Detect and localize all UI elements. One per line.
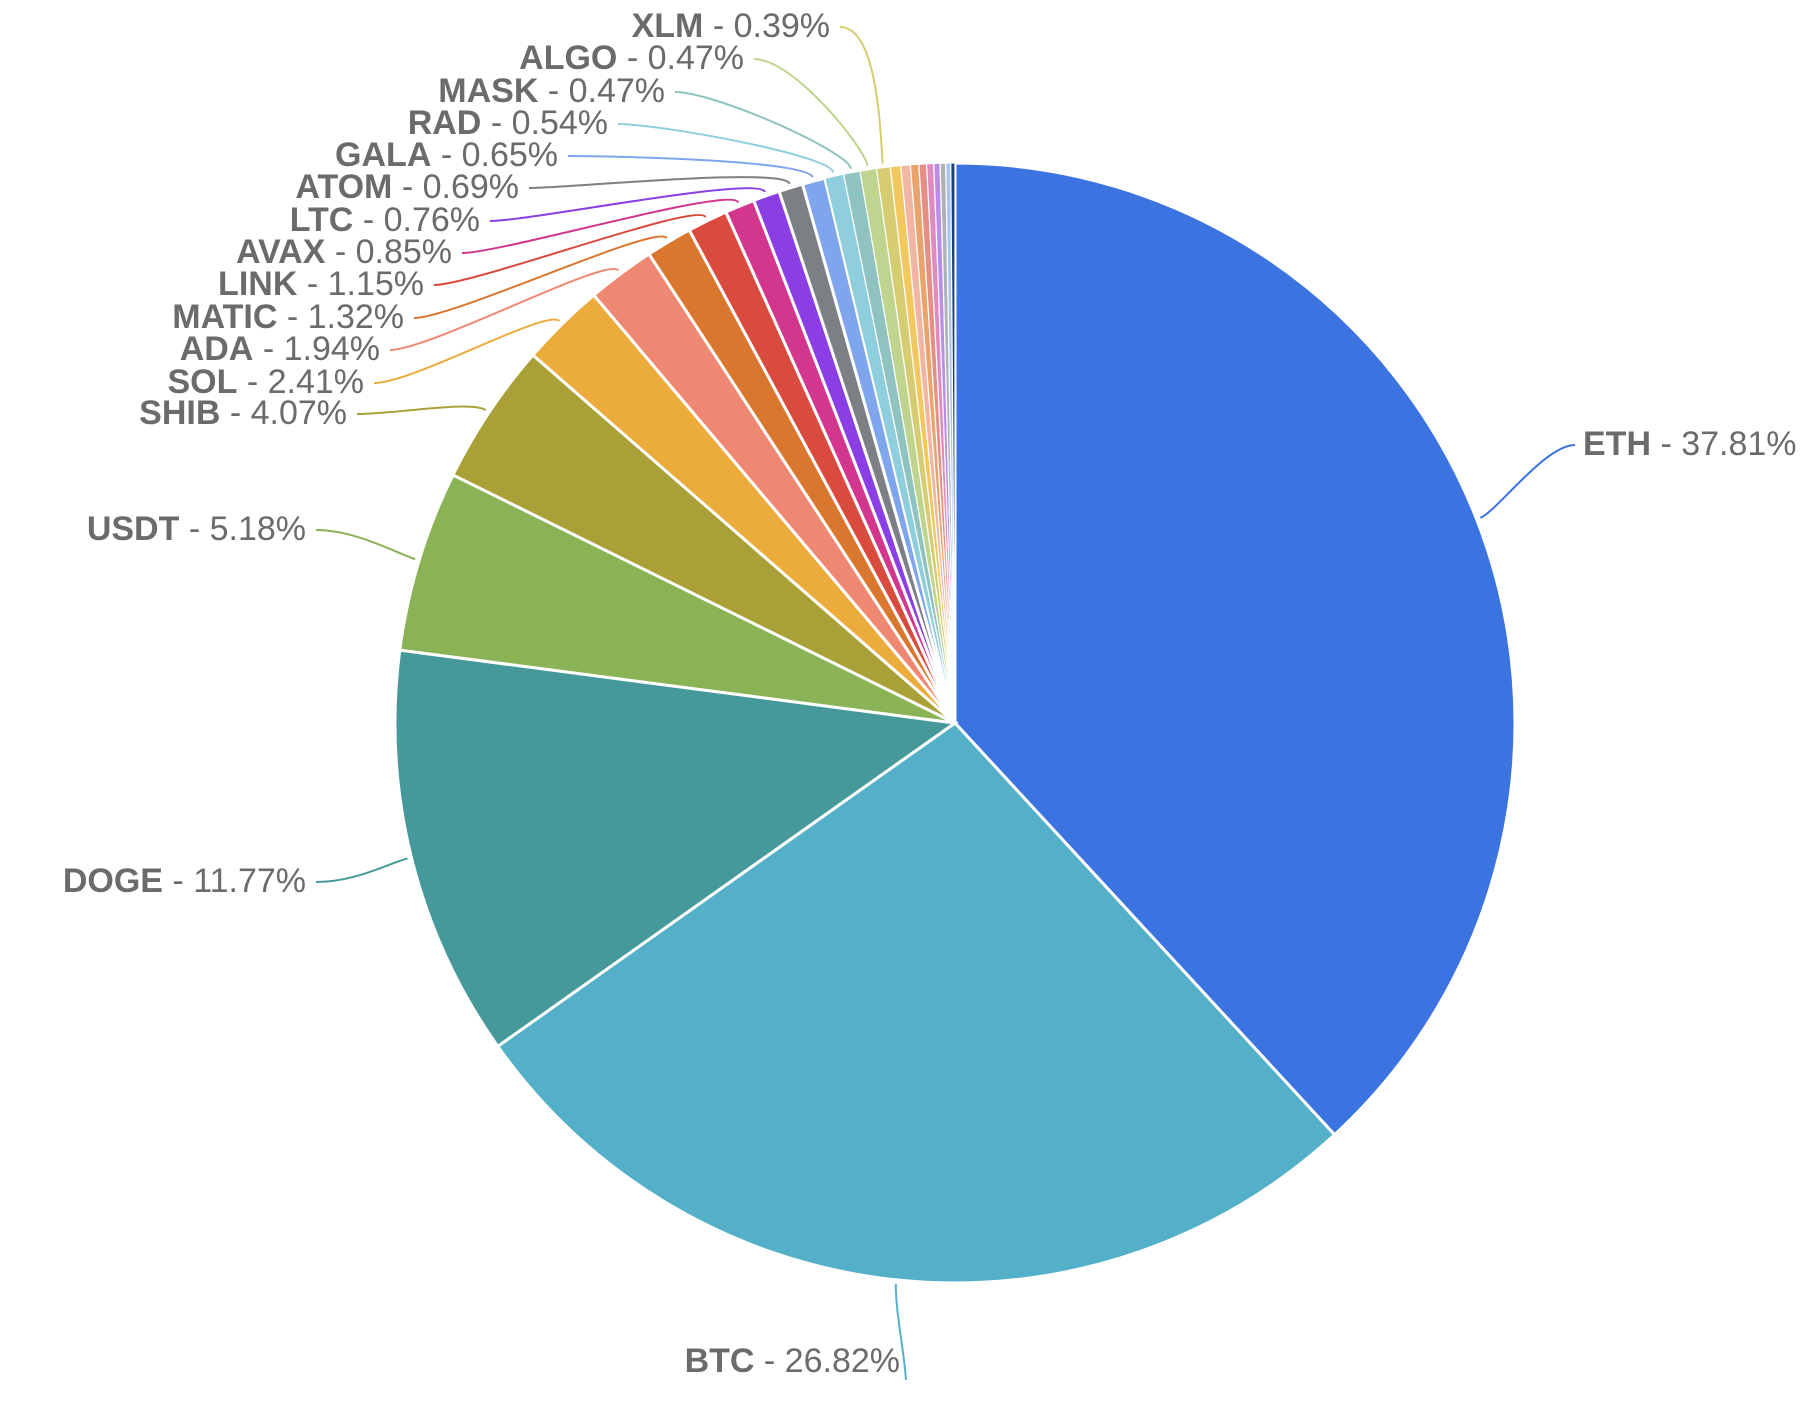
leader-line-usdt [315, 529, 416, 561]
pie-slice-eth [953, 161, 1517, 1137]
leader-line-doge [315, 857, 408, 883]
slice-label-name: XLM [632, 7, 704, 45]
slice-label-value: - 1.15% [297, 265, 424, 303]
slice-label-name: LINK [218, 265, 298, 303]
slice-label-atom: ATOM - 0.69% [295, 168, 519, 206]
pie-slice-usdt [398, 472, 956, 725]
slice-label-name: SOL [167, 363, 237, 401]
leader-line-btc [894, 1283, 907, 1381]
slice-label-name: ALGO [519, 39, 617, 77]
slice-label-value: - 0.69% [392, 168, 519, 206]
pie-slice-btc [495, 721, 1337, 1285]
slice-label-name: AVAX [236, 233, 326, 271]
slice-labels: ETH - 37.81% BTC - 26.82% DOGE - 11.77% USD… [63, 7, 1797, 1380]
slice-label-shib: SHIB - 4.07% [139, 394, 347, 432]
pie-slice-doge [393, 648, 959, 1049]
slice-label-rad: RAD - 0.54% [408, 104, 608, 142]
slice-label-matic: MATIC - 1.32% [172, 298, 404, 336]
slice-label-xlm: XLM - 0.39% [632, 7, 830, 45]
slice-label-name: DOGE [63, 862, 163, 900]
slice-label-value: - 0.54% [481, 104, 608, 142]
slice-label-name: USDT [87, 510, 180, 548]
slice-label-name: MASK [438, 72, 539, 110]
slice-label-name: RAD [408, 104, 482, 142]
leader-line-eth [1479, 444, 1576, 519]
slice-label-link: LINK - 1.15% [218, 265, 424, 303]
slice-label-value: - 1.32% [277, 298, 404, 336]
leader-line-algo [753, 58, 869, 167]
slice-label-btc: BTC - 26.82% [685, 1342, 900, 1380]
slice-label-value: - 4.07% [220, 394, 347, 432]
slice-label-name: ADA [180, 330, 254, 368]
slice-label-usdt: USDT - 5.18% [87, 510, 306, 548]
slice-label-value: - 1.94% [253, 330, 380, 368]
slice-label-gala: GALA - 0.65% [335, 136, 558, 174]
leader-line-rad [617, 123, 835, 173]
leader-line-atom [528, 176, 791, 189]
leader-line-link [433, 214, 707, 286]
slice-label-sol: SOL - 2.41% [167, 363, 364, 401]
slice-label-value: - 26.82% [754, 1342, 900, 1380]
slice-label-value: - 0.39% [703, 7, 830, 45]
slice-label-mask: MASK - 0.47% [438, 72, 665, 110]
slice-label-value: - 0.76% [353, 201, 480, 239]
slice-label-name: BTC [685, 1342, 755, 1380]
label-leader-lines [315, 26, 1576, 1381]
slice-label-value: - 5.18% [179, 510, 306, 548]
slice-label-ltc: LTC - 0.76% [290, 201, 480, 239]
slice-label-name: SHIB [139, 394, 220, 432]
slice-label-value: - 37.81% [1651, 425, 1797, 463]
slice-label-algo: ALGO - 0.47% [519, 39, 744, 77]
slice-label-name: ETH [1583, 425, 1651, 463]
slice-label-eth: ETH - 37.81% [1583, 425, 1797, 463]
slice-label-name: MATIC [172, 298, 277, 336]
pie-slice-minor-25 [950, 162, 956, 724]
slice-label-avax: AVAX - 0.85% [236, 233, 452, 271]
slice-label-name: ATOM [295, 168, 392, 206]
slice-label-ada: ADA - 1.94% [180, 330, 380, 368]
slice-label-value: - 11.77% [163, 862, 306, 900]
leader-line-mask [674, 91, 853, 170]
leader-line-sol [373, 318, 561, 384]
slice-label-value: - 2.41% [237, 363, 364, 401]
slice-label-name: LTC [290, 201, 354, 239]
slice-label-value: - 0.85% [325, 233, 452, 271]
leader-line-gala [567, 155, 814, 178]
leader-line-ada [389, 268, 620, 351]
leader-line-shib [356, 405, 487, 415]
leader-line-avax [461, 198, 740, 254]
slice-label-value: - 0.47% [538, 72, 665, 110]
slice-label-name: GALA [335, 136, 431, 174]
pie-slices [393, 161, 1517, 1285]
leader-line-ltc [489, 187, 766, 222]
slice-label-doge: DOGE - 11.77% [63, 862, 306, 900]
leader-line-xlm [839, 26, 884, 164]
slice-label-value: - 0.65% [431, 136, 558, 174]
slice-label-value: - 0.47% [617, 39, 744, 77]
leader-line-matic [413, 235, 668, 319]
